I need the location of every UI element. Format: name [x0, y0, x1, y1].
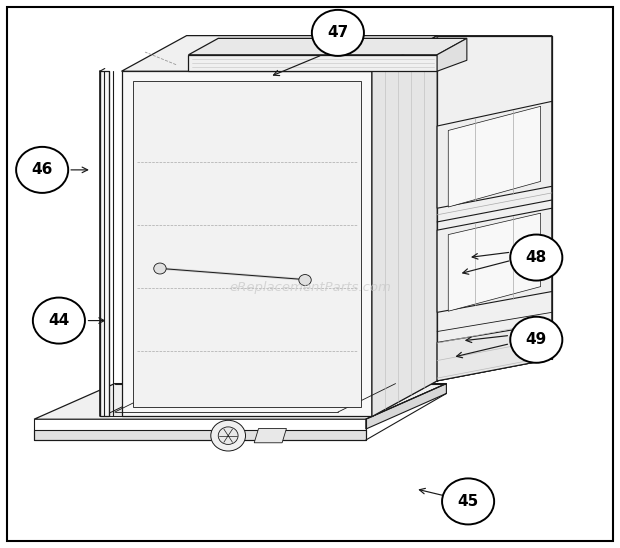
Polygon shape: [437, 101, 552, 208]
Polygon shape: [122, 36, 437, 71]
Polygon shape: [188, 55, 437, 71]
Polygon shape: [437, 208, 552, 312]
Polygon shape: [100, 71, 108, 416]
Polygon shape: [34, 384, 446, 419]
Text: 44: 44: [48, 313, 69, 328]
Polygon shape: [437, 36, 552, 381]
Text: 46: 46: [32, 162, 53, 178]
Circle shape: [442, 478, 494, 524]
Polygon shape: [102, 386, 406, 416]
Polygon shape: [122, 71, 372, 416]
Polygon shape: [448, 213, 541, 311]
Text: eReplacementParts.com: eReplacementParts.com: [229, 281, 391, 294]
Circle shape: [218, 427, 238, 444]
Circle shape: [312, 10, 364, 56]
Circle shape: [299, 275, 311, 286]
Polygon shape: [437, 38, 467, 71]
Text: 49: 49: [526, 332, 547, 347]
Polygon shape: [254, 429, 286, 443]
Circle shape: [16, 147, 68, 193]
Polygon shape: [448, 106, 541, 207]
Polygon shape: [34, 430, 366, 440]
Circle shape: [33, 298, 85, 344]
Polygon shape: [188, 38, 467, 55]
Circle shape: [510, 235, 562, 281]
Text: 47: 47: [327, 25, 348, 41]
Polygon shape: [366, 384, 446, 429]
Polygon shape: [372, 36, 437, 416]
Polygon shape: [437, 323, 552, 381]
Text: 45: 45: [458, 494, 479, 509]
Text: 48: 48: [526, 250, 547, 265]
Polygon shape: [133, 81, 361, 407]
Polygon shape: [372, 36, 437, 416]
Circle shape: [154, 263, 166, 274]
Circle shape: [211, 420, 246, 451]
Circle shape: [510, 317, 562, 363]
